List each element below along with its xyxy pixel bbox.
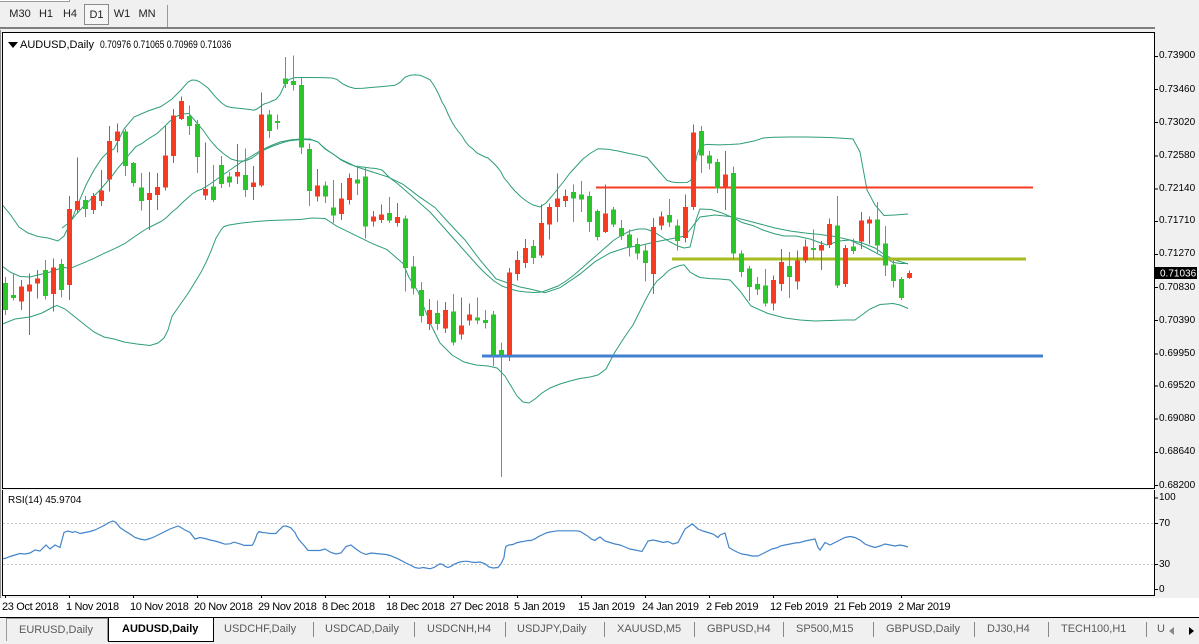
svg-text:0.71036: 0.71036 [1160,269,1197,280]
